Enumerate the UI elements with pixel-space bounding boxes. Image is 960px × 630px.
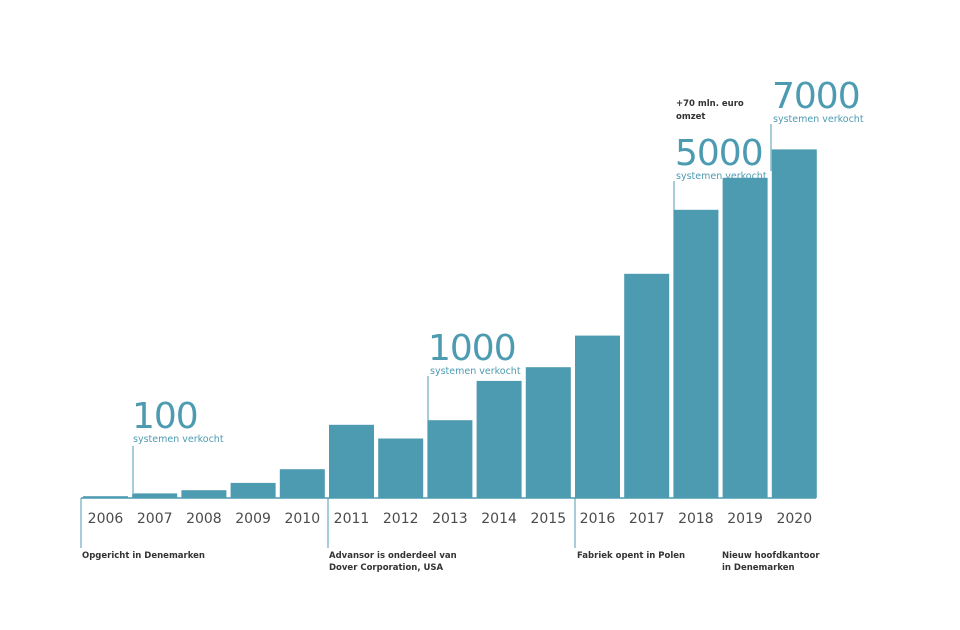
milestone-5000: +70 mln. euro omzet 5000 systemen verkoc… bbox=[673, 99, 767, 231]
x-tick-2007: 2007 bbox=[137, 511, 173, 527]
event-2011: Advansor is onderdeel van Dover Corporat… bbox=[327, 498, 457, 573]
bar-2009 bbox=[230, 482, 276, 498]
bar-2020 bbox=[771, 149, 817, 498]
x-tick-2008: 2008 bbox=[186, 511, 222, 527]
x-tick-2016: 2016 bbox=[580, 511, 616, 527]
bar-2017 bbox=[624, 273, 670, 498]
bar-2007 bbox=[132, 493, 178, 498]
x-tick-2010: 2010 bbox=[284, 511, 320, 527]
event-2006-line1: Opgericht in Denemarken bbox=[82, 551, 205, 561]
event-2016: Fabriek opent in Polen bbox=[574, 498, 685, 561]
milestone-5000-value: 5000 bbox=[675, 133, 763, 174]
bar-2015 bbox=[525, 367, 571, 498]
bar-2014 bbox=[476, 380, 522, 498]
bar-2010 bbox=[279, 469, 325, 498]
x-tick-2011: 2011 bbox=[334, 511, 370, 527]
bar-2019 bbox=[722, 177, 768, 499]
bar-2013 bbox=[427, 420, 473, 498]
bar-2016 bbox=[575, 335, 620, 498]
x-tick-2020: 2020 bbox=[776, 511, 812, 527]
x-tick-labels: 2006 2007 2008 2009 2010 2011 2012 2013 2014 2015… bbox=[88, 511, 812, 527]
milestone-7000-value: 7000 bbox=[772, 76, 860, 117]
bar-2006 bbox=[83, 496, 128, 498]
event-2006: Opgericht in Denemarken bbox=[80, 498, 205, 561]
milestone-1000: 1000 systemen verkocht bbox=[427, 328, 521, 426]
milestone-100-label: systemen verkocht bbox=[133, 434, 224, 445]
milestone-5000-label: systemen verkocht bbox=[676, 171, 767, 182]
milestone-5000-note-line2: omzet bbox=[676, 112, 705, 122]
milestone-7000-label: systemen verkocht bbox=[773, 114, 864, 125]
event-2019: Nieuw hoofdkantoor in Denemarken bbox=[722, 551, 820, 573]
event-2019-line1: Nieuw hoofdkantoor bbox=[722, 551, 820, 561]
milestone-100-value: 100 bbox=[132, 396, 198, 437]
milestone-5000-note-line1: +70 mln. euro bbox=[676, 99, 744, 109]
milestone-1000-label: systemen verkocht bbox=[430, 366, 521, 377]
x-tick-2013: 2013 bbox=[432, 511, 468, 527]
x-tick-2009: 2009 bbox=[235, 511, 271, 527]
event-2019-line2: in Denemarken bbox=[722, 563, 795, 573]
x-tick-2015: 2015 bbox=[530, 511, 566, 527]
x-tick-2012: 2012 bbox=[383, 511, 419, 527]
bar-2012 bbox=[378, 438, 424, 498]
milestone-1000-value: 1000 bbox=[428, 328, 516, 369]
x-tick-2018: 2018 bbox=[678, 511, 714, 527]
milestone-100: 100 systemen verkocht bbox=[132, 396, 224, 493]
x-tick-2017: 2017 bbox=[629, 511, 665, 527]
x-tick-2014: 2014 bbox=[481, 511, 517, 527]
event-2016-line1: Fabriek opent in Polen bbox=[577, 551, 685, 561]
bar-2011 bbox=[329, 424, 374, 498]
x-tick-2019: 2019 bbox=[727, 511, 763, 527]
x-tick-2006: 2006 bbox=[88, 511, 124, 527]
bar-2008 bbox=[181, 490, 227, 498]
event-2011-line1: Advansor is onderdeel van bbox=[329, 551, 457, 561]
bars-group bbox=[83, 149, 817, 499]
milestone-7000: 7000 systemen verkocht bbox=[770, 76, 864, 171]
event-2011-line2: Dover Corporation, USA bbox=[329, 563, 444, 573]
bar-2018 bbox=[673, 209, 719, 499]
